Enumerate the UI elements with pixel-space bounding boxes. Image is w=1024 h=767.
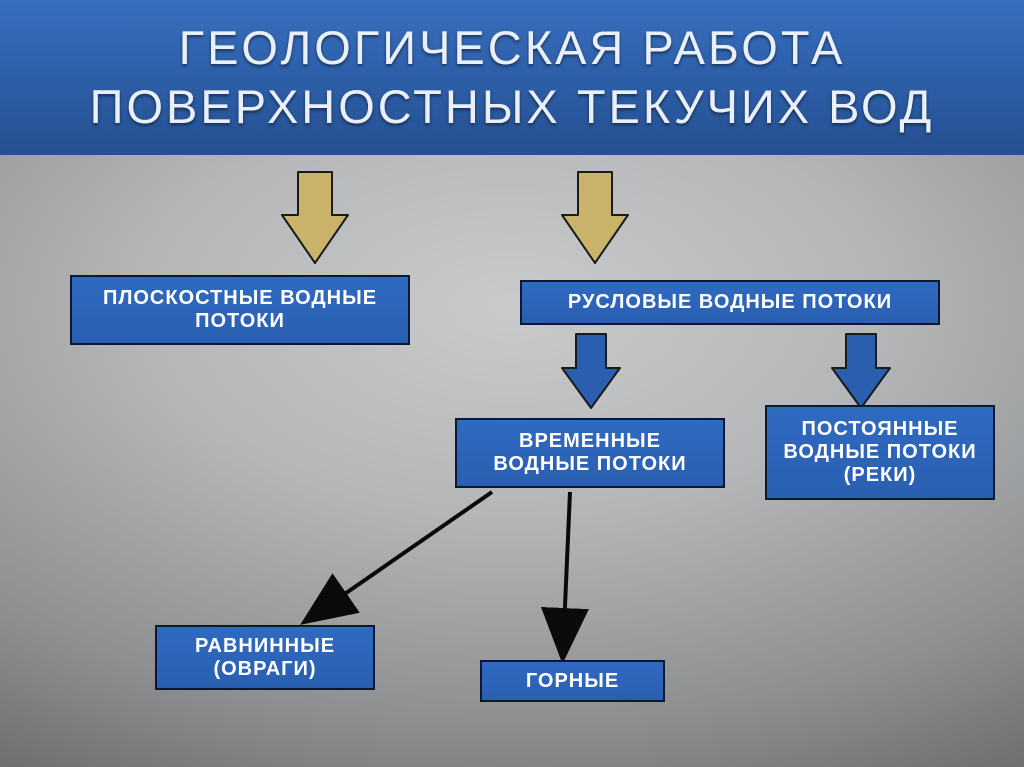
node-plain-ravines: РАВНИННЫЕ(ОВРАГИ) bbox=[155, 625, 375, 690]
node-label: РУСЛОВЫЕ ВОДНЫЕ ПОТОКИ bbox=[568, 291, 892, 314]
node-channel-flows: РУСЛОВЫЕ ВОДНЫЕ ПОТОКИ bbox=[520, 280, 940, 325]
blue-arrow-to-temp bbox=[560, 332, 622, 410]
node-temporary-flows: ВРЕМЕННЫЕВОДНЫЕ ПОТОКИ bbox=[455, 418, 725, 488]
slide-title: ГЕОЛОГИЧЕСКАЯ РАБОТАПОВЕРХНОСТНЫХ ТЕКУЧИ… bbox=[90, 19, 935, 137]
node-label: ГОРНЫЕ bbox=[526, 670, 619, 693]
node-permanent-flows: ПОСТОЯННЫЕВОДНЫЕ ПОТОКИ(РЕКИ) bbox=[765, 405, 995, 500]
blue-arrow-to-perm bbox=[830, 332, 892, 410]
node-label: ПОСТОЯННЫЕВОДНЫЕ ПОТОКИ(РЕКИ) bbox=[783, 418, 976, 487]
gold-arrow-right bbox=[560, 170, 630, 265]
node-label: ВРЕМЕННЫЕВОДНЫЕ ПОТОКИ bbox=[493, 430, 686, 476]
gold-arrow-left bbox=[280, 170, 350, 265]
node-mountain: ГОРНЫЕ bbox=[480, 660, 665, 702]
title-bar: ГЕОЛОГИЧЕСКАЯ РАБОТАПОВЕРХНОСТНЫХ ТЕКУЧИ… bbox=[0, 0, 1024, 155]
node-label: РАВНИННЫЕ(ОВРАГИ) bbox=[195, 635, 335, 681]
node-flat-flows: ПЛОСКОСТНЫЕ ВОДНЫЕПОТОКИ bbox=[70, 275, 410, 345]
node-label: ПЛОСКОСТНЫЕ ВОДНЫЕПОТОКИ bbox=[103, 287, 377, 333]
